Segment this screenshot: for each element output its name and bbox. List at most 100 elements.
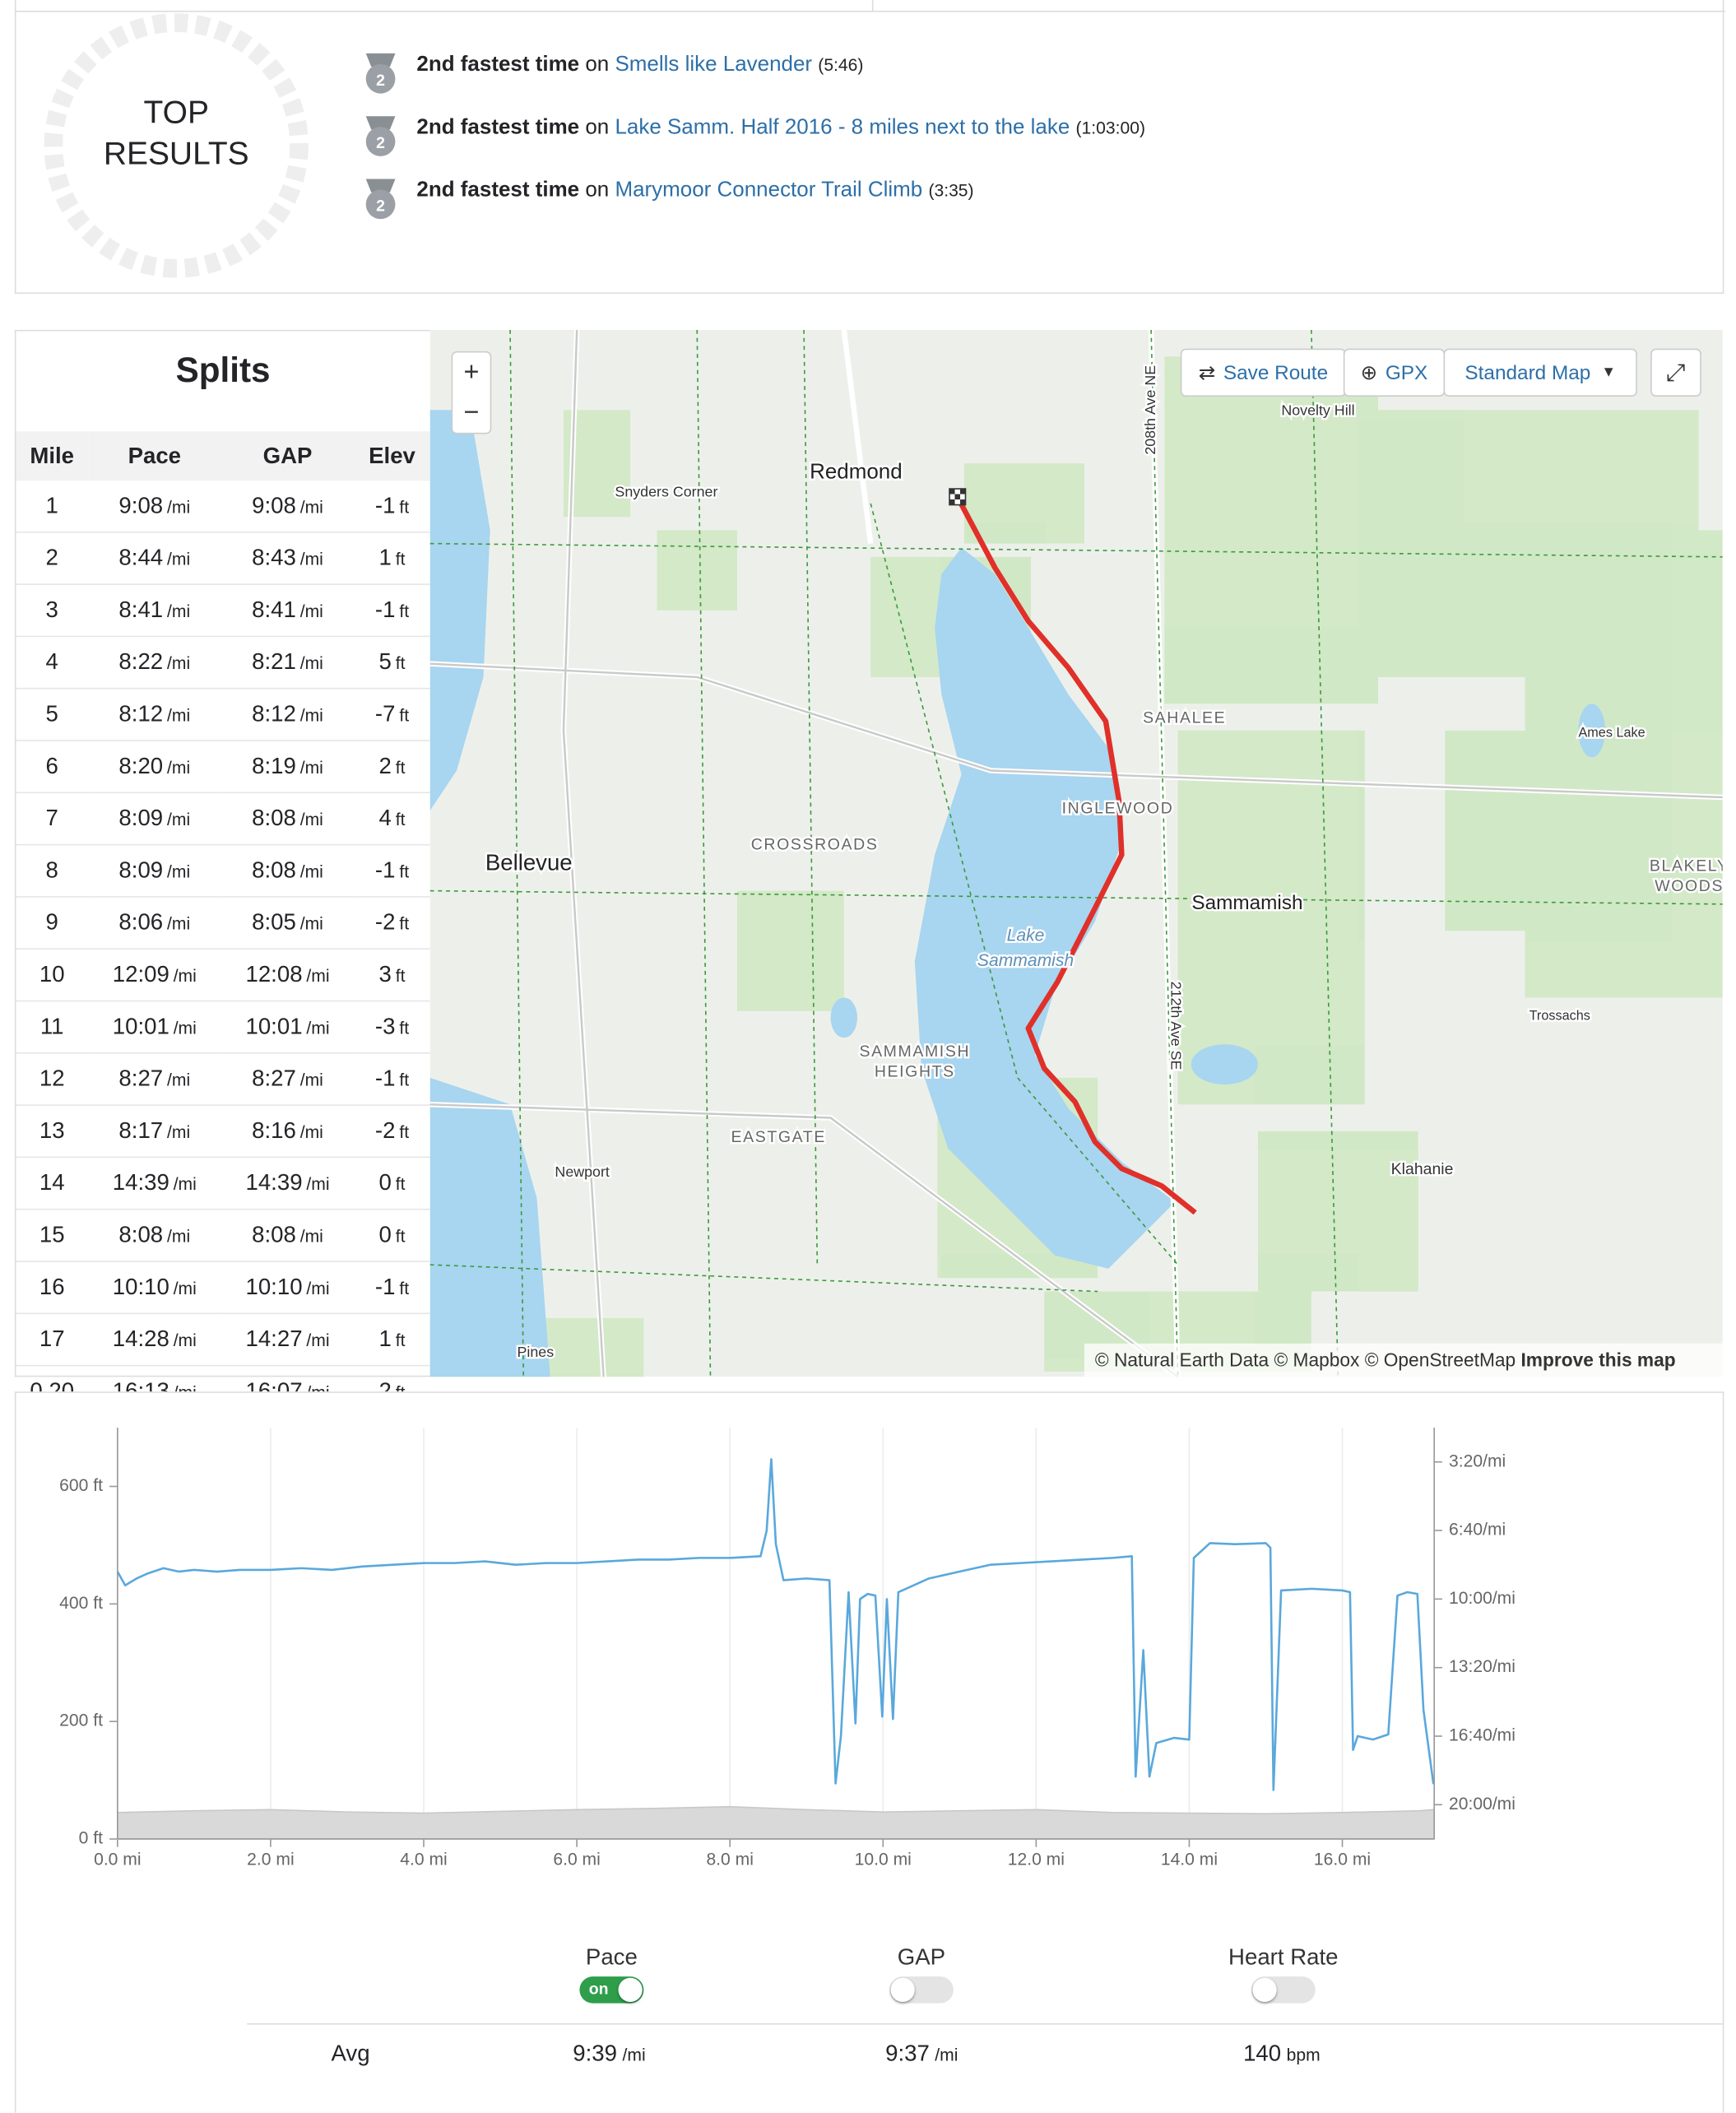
column-header: Mile (16, 431, 88, 481)
unit: /mi (299, 496, 323, 518)
gap-value: 12:08 (245, 961, 303, 987)
pace: 14:28/mi (87, 1313, 221, 1367)
divider (871, 0, 874, 12)
unit: ft (395, 652, 406, 674)
avg-unit: /mi (622, 2044, 646, 2065)
gap: 8:21/mi (220, 636, 355, 690)
unit: /mi (306, 1278, 330, 1298)
elev-value: -1 (374, 492, 396, 518)
pace-value: 8:08 (118, 1222, 164, 1247)
segment-link[interactable]: Smells like Lavender (615, 53, 813, 77)
column-header: GAP (220, 431, 355, 481)
segment-link[interactable]: Lake Samm. Half 2016 - 8 miles next to t… (615, 116, 1070, 139)
map[interactable]: Redmond Snyders Corner Bellevue CROSSROADS S… (429, 329, 1723, 1377)
top-results-panel: TOP RESULTS (14, 0, 1726, 295)
medal (365, 63, 396, 94)
pace: 10:01/mi (87, 1001, 221, 1054)
pace-value: 8:06 (118, 909, 164, 936)
zoom-controls: + − (451, 351, 492, 434)
split-row: 13 8:17/mi 8:16/mi -2 ft (16, 1105, 430, 1159)
gpx-button[interactable]: ⊕ GPX (1343, 348, 1446, 397)
elev-value: -7 (374, 701, 396, 727)
improve-map-link[interactable]: Improve this map (1520, 1349, 1676, 1371)
medal-icon: 2 (365, 179, 396, 220)
elev-value: 3 (378, 961, 392, 987)
unit: /mi (306, 965, 330, 986)
map-label: EASTGATE (731, 1128, 826, 1146)
gap: 8:19/mi (220, 740, 355, 794)
split-row: 2 8:44/mi 8:43/mi 1 ft (16, 532, 430, 585)
toggle-label: GAP (897, 1944, 946, 1971)
save-route-label: Save Route (1223, 361, 1329, 384)
elev: -1 ft (354, 1261, 430, 1315)
medal-ribbon (365, 179, 396, 193)
save-route-button[interactable]: ⇄ Save Route (1180, 348, 1347, 397)
elev-value: 5 (378, 648, 392, 675)
pace-value: 9:08 (118, 492, 164, 518)
unit: /mi (299, 652, 323, 674)
gap-value: 8:16 (252, 1117, 296, 1144)
map-style-dropdown[interactable]: Standard Map ▼ (1443, 348, 1637, 397)
toggle-knob (890, 1977, 915, 2002)
splits-table: Mile Pace GAP Elev 1 9:08/mi 9:08/mi -1 ft 2 8:44/… (16, 431, 430, 1419)
pace-value: 14:28 (112, 1326, 169, 1352)
zoom-out[interactable]: − (463, 397, 480, 428)
pace-value: 8:27 (118, 1066, 164, 1092)
pace-value: 8:17 (118, 1117, 164, 1144)
pace: 8:44/mi (87, 532, 221, 585)
divider (16, 10, 1726, 12)
pace: 8:20/mi (87, 740, 221, 794)
y2-tick-label: 3:20/mi (1449, 1451, 1506, 1470)
x-tick-label: 10.0 mi (855, 1851, 912, 1869)
mile: 1 (16, 481, 88, 533)
medal (365, 127, 396, 156)
toggle-switch[interactable] (1251, 1976, 1316, 2004)
gap-value: 8:19 (252, 753, 296, 779)
splits-panel: Splits Mile Pace GAP Elev 1 9:08/mi 9:08/mi -1 f… (14, 329, 432, 1419)
chart-panel (14, 1391, 1724, 2113)
elev-value: 0 (378, 1169, 392, 1196)
unit: ft (399, 601, 410, 621)
pace-value: 8:09 (118, 805, 164, 831)
y-tick-label: 200 ft (59, 1711, 103, 1730)
unit: /mi (299, 861, 323, 882)
unit: ft (399, 1070, 410, 1090)
pace-value: 8:44 (118, 545, 164, 571)
divider (247, 2022, 1723, 2025)
map-label: Newport (555, 1163, 609, 1180)
toggle-switch[interactable]: on (579, 1976, 644, 2004)
fullscreen-button[interactable]: ⤢ (1650, 348, 1701, 397)
elev-value: -1 (374, 1274, 396, 1300)
achievement: 2nd fastest time (416, 53, 580, 77)
avg-pace: 9:39/mi (573, 2041, 645, 2067)
mile: 15 (16, 1209, 88, 1262)
unit: /mi (167, 601, 191, 621)
elev: 0 ft (354, 1209, 430, 1262)
unit: /mi (167, 549, 191, 569)
gap: 10:01/mi (220, 1001, 355, 1054)
zoom-in[interactable]: + (463, 357, 480, 388)
toggle-switch[interactable] (889, 1976, 954, 2004)
medal-ribbon (365, 116, 396, 130)
gap-value: 8:41 (252, 597, 296, 623)
attribution: © Natural Earth Data © Mapbox © OpenStre… (1095, 1349, 1676, 1370)
unit: /mi (299, 601, 323, 621)
result-item: 2nd fastest time on Lake Samm. Half 2016… (416, 116, 1145, 140)
top-results-title: TOP RESULTS (43, 92, 310, 175)
split-row: 14 14:39/mi 14:39/mi 0 ft (16, 1157, 430, 1210)
unit: ft (399, 913, 410, 934)
gap: 12:08/mi (220, 949, 355, 1002)
elev: -1 ft (354, 844, 430, 898)
gap-value: 8:08 (252, 857, 296, 883)
elev-value: -2 (374, 1117, 396, 1144)
segment-link[interactable]: Marymoor Connector Trail Climb (615, 179, 923, 202)
gap: 8:12/mi (220, 688, 355, 741)
pace-value: 10:01 (112, 1013, 169, 1039)
split-row: 7 8:09/mi 8:08/mi 4 ft (16, 792, 430, 846)
pace: 8:09/mi (87, 844, 221, 898)
elev: 0 ft (354, 1157, 430, 1210)
unit: /mi (173, 1017, 197, 1038)
split-row: 4 8:22/mi 8:21/mi 5 ft (16, 636, 430, 690)
toggle-knob (1252, 1977, 1277, 2002)
